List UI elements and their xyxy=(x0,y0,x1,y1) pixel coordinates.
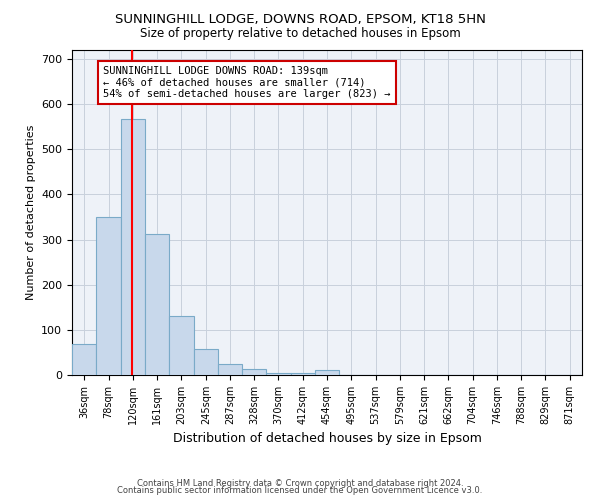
Y-axis label: Number of detached properties: Number of detached properties xyxy=(26,125,35,300)
Bar xyxy=(194,350,218,375)
Text: SUNNINGHILL LODGE DOWNS ROAD: 139sqm
← 46% of detached houses are smaller (714)
: SUNNINGHILL LODGE DOWNS ROAD: 139sqm ← 4… xyxy=(103,66,391,99)
Bar xyxy=(266,372,290,375)
Bar xyxy=(97,217,121,375)
Bar xyxy=(145,234,169,375)
Bar xyxy=(72,344,97,375)
Text: Contains public sector information licensed under the Open Government Licence v3: Contains public sector information licen… xyxy=(118,486,482,495)
Bar xyxy=(218,364,242,375)
Bar xyxy=(169,316,194,375)
Bar xyxy=(242,368,266,375)
Text: Contains HM Land Registry data © Crown copyright and database right 2024.: Contains HM Land Registry data © Crown c… xyxy=(137,478,463,488)
Text: SUNNINGHILL LODGE, DOWNS ROAD, EPSOM, KT18 5HN: SUNNINGHILL LODGE, DOWNS ROAD, EPSOM, KT… xyxy=(115,12,485,26)
Bar xyxy=(121,118,145,375)
X-axis label: Distribution of detached houses by size in Epsom: Distribution of detached houses by size … xyxy=(173,432,481,446)
Bar xyxy=(315,370,339,375)
Bar xyxy=(290,372,315,375)
Text: Size of property relative to detached houses in Epsom: Size of property relative to detached ho… xyxy=(140,28,460,40)
